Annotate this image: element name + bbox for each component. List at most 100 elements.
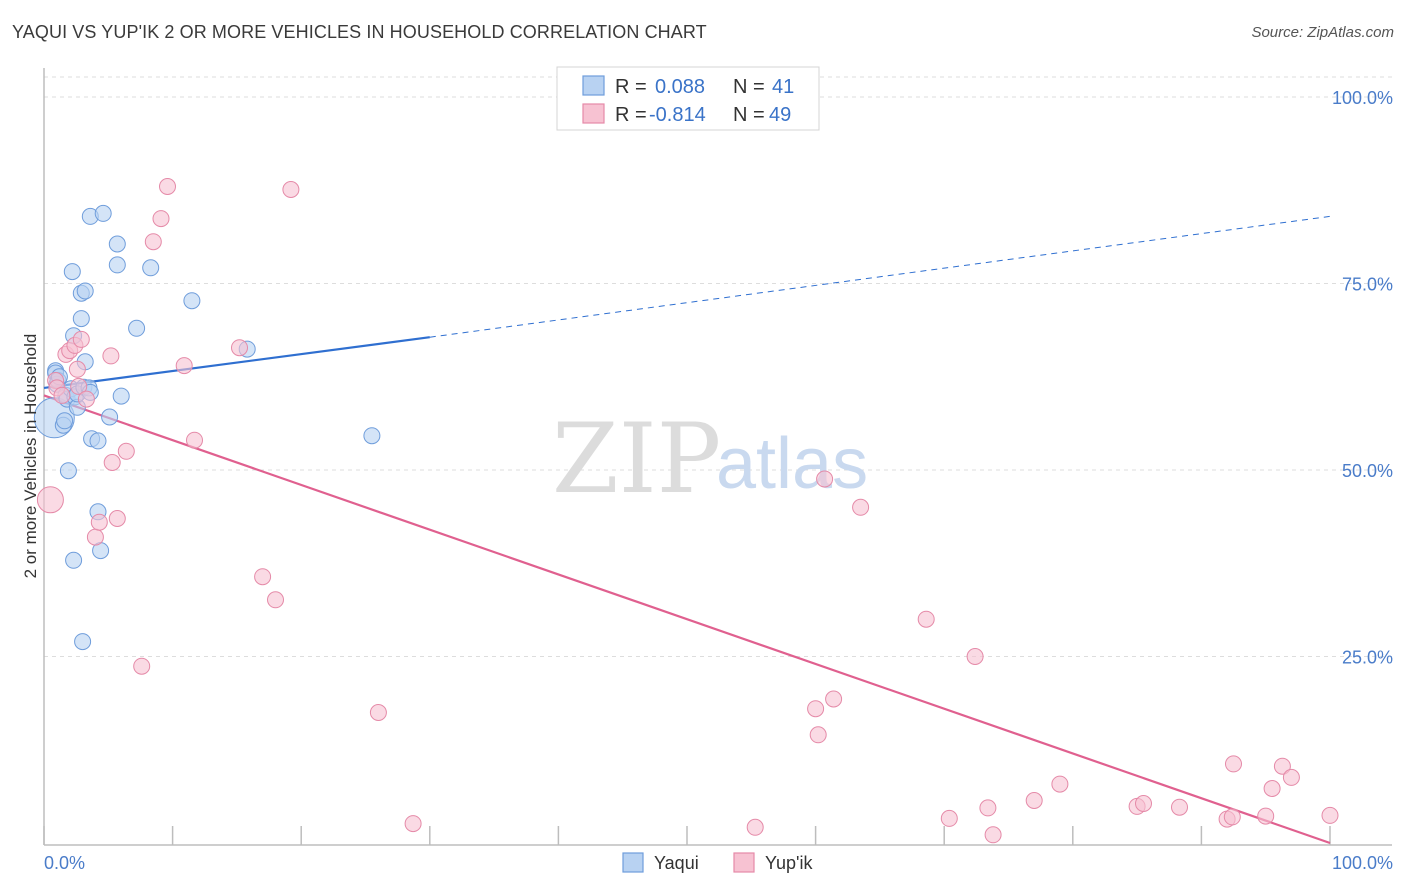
chart-title: YAQUI VS YUP'IK 2 OR MORE VEHICLES IN HO… bbox=[12, 22, 707, 42]
yaqui-point-31 bbox=[94, 204, 112, 222]
yupik-point-34 bbox=[852, 498, 870, 516]
legend: R = 0.088 N = 41 R = -0.814 N = 49 bbox=[556, 66, 820, 131]
legend-swatch-yaqui bbox=[582, 75, 605, 96]
yupik-point-17 bbox=[133, 657, 151, 675]
yupik-point-24 bbox=[254, 568, 272, 586]
bottom-legend-swatch-yupik bbox=[733, 852, 755, 873]
yupik-point-33 bbox=[825, 690, 843, 708]
yaqui-trend-projection bbox=[429, 215, 1331, 338]
yaqui-point-22 bbox=[76, 282, 94, 300]
yupik-point-15 bbox=[108, 510, 126, 527]
yaqui-point-34 bbox=[108, 256, 126, 274]
yupik-point-52 bbox=[1321, 806, 1339, 824]
trend-lines bbox=[43, 215, 1331, 845]
yaqui-point-12 bbox=[63, 263, 81, 281]
yupik-point-28 bbox=[404, 815, 422, 833]
yupik-point-32 bbox=[816, 470, 834, 488]
y-tick-label-100: 100.0% bbox=[1332, 88, 1393, 108]
yupik-point-12 bbox=[90, 513, 108, 531]
yupik-point-21 bbox=[175, 357, 193, 375]
yupik-point-18 bbox=[144, 233, 162, 251]
watermark-zip: ZIP bbox=[552, 403, 721, 515]
yaqui-point-38 bbox=[183, 292, 201, 310]
bottom-legend-swatch-yaqui bbox=[622, 852, 644, 873]
x-tick-label-min: 0.0% bbox=[44, 853, 85, 873]
x-tick-label-max: 100.0% bbox=[1332, 853, 1393, 873]
yupik-point-41 bbox=[1051, 775, 1069, 793]
legend-r-value-yaqui: 0.088 bbox=[655, 76, 705, 98]
yupik-point-3 bbox=[53, 386, 71, 404]
yupik-point-14 bbox=[103, 454, 121, 471]
watermark: ZIP atlas bbox=[552, 403, 868, 515]
bottom-legend-label-yaqui: Yaqui bbox=[654, 853, 699, 873]
yupik-point-35 bbox=[917, 610, 935, 628]
yupik-point-47 bbox=[1225, 755, 1242, 773]
yupik-point-50 bbox=[1273, 757, 1291, 775]
yupik-point-25 bbox=[267, 591, 284, 609]
yaqui-point-10 bbox=[59, 462, 77, 480]
yupik-point-16 bbox=[117, 442, 135, 460]
source-label: Source: ZipAtlas.com bbox=[1251, 24, 1394, 41]
legend-r-value-yupik: -0.814 bbox=[649, 104, 706, 126]
legend-swatch-yupik bbox=[582, 103, 605, 124]
yupik-point-10 bbox=[77, 390, 95, 408]
yupik-point-46 bbox=[1223, 808, 1241, 826]
legend-n-value-yupik: 49 bbox=[769, 104, 791, 126]
yupik-point-0 bbox=[36, 486, 64, 514]
yupik-point-29 bbox=[746, 818, 764, 836]
y-axis-title: 2 or more Vehicles in Household bbox=[21, 334, 40, 579]
grid-layer bbox=[44, 76, 1392, 657]
y-tick-label-50: 50.0% bbox=[1342, 461, 1393, 481]
yupik-point-19 bbox=[152, 210, 170, 228]
yupik-point-37 bbox=[966, 648, 984, 665]
yupik-point-26 bbox=[282, 181, 300, 198]
y-tick-labels: 25.0% 50.0% 75.0% 100.0% bbox=[1332, 88, 1393, 668]
legend-n-label-yaqui: N = bbox=[733, 76, 765, 98]
axes-layer bbox=[43, 68, 1392, 846]
bottom-legend: Yaqui Yup'ik bbox=[622, 852, 813, 873]
yupik-trend-line bbox=[43, 394, 1331, 845]
yupik-point-13 bbox=[102, 347, 120, 365]
yupik-point-30 bbox=[807, 700, 825, 718]
data-points bbox=[33, 178, 1339, 844]
legend-n-label-yupik: N = bbox=[733, 104, 765, 126]
yupik-point-11 bbox=[86, 528, 104, 546]
yupik-point-38 bbox=[979, 799, 997, 817]
legend-n-value-yaqui: 41 bbox=[772, 76, 794, 98]
yaqui-point-14 bbox=[65, 551, 83, 569]
yupik-point-36 bbox=[940, 809, 958, 827]
yaqui-point-28 bbox=[89, 432, 107, 450]
yupik-point-8 bbox=[70, 377, 88, 395]
yupik-point-51 bbox=[1282, 768, 1300, 786]
yupik-point-48 bbox=[1257, 807, 1275, 825]
yupik-point-43 bbox=[1135, 795, 1152, 812]
yupik-point-39 bbox=[984, 826, 1002, 844]
yaqui-point-7 bbox=[56, 412, 74, 430]
yaqui-trend-line bbox=[43, 336, 430, 390]
yaqui-point-36 bbox=[128, 319, 146, 337]
yupik-point-20 bbox=[159, 178, 176, 195]
yaqui-point-20 bbox=[74, 633, 92, 651]
yupik-point-40 bbox=[1025, 792, 1043, 809]
yaqui-point-35 bbox=[112, 387, 130, 405]
bottom-legend-label-yupik: Yup'ik bbox=[765, 853, 813, 873]
legend-r-label-yaqui: R = bbox=[615, 76, 647, 98]
yaqui-point-40 bbox=[363, 427, 381, 445]
yupik-point-49 bbox=[1263, 780, 1281, 797]
watermark-atlas: atlas bbox=[716, 424, 868, 504]
yupik-point-23 bbox=[231, 339, 248, 357]
yaqui-point-18 bbox=[72, 310, 90, 328]
legend-r-label-yupik: R = bbox=[615, 104, 647, 126]
y-tick-label-75: 75.0% bbox=[1342, 275, 1393, 295]
yupik-point-9 bbox=[72, 330, 90, 348]
yaqui-point-33 bbox=[108, 235, 126, 253]
yaqui-point-37 bbox=[142, 259, 160, 277]
yupik-point-22 bbox=[186, 431, 203, 449]
yupik-point-27 bbox=[369, 704, 387, 721]
y-tick-label-25: 25.0% bbox=[1342, 648, 1393, 668]
yaqui-point-32 bbox=[101, 408, 119, 426]
yupik-point-44 bbox=[1171, 798, 1188, 816]
yupik-point-31 bbox=[809, 726, 827, 744]
yupik-point-7 bbox=[68, 360, 86, 378]
